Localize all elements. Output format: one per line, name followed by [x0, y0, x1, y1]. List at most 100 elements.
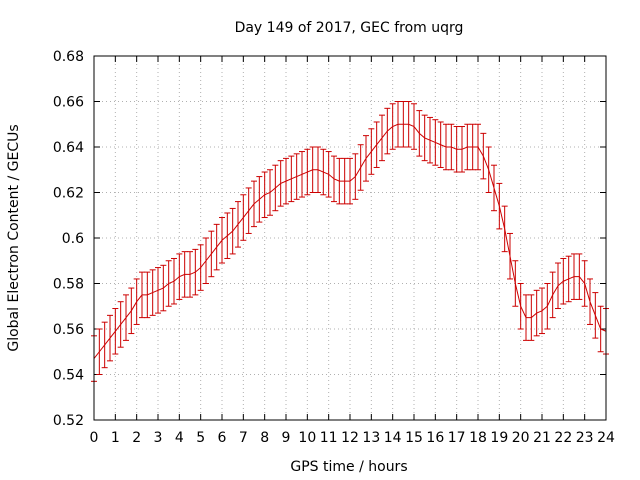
x-tick-label: 22 — [554, 430, 572, 446]
y-tick-label: 0.66 — [53, 95, 84, 111]
error-bar — [352, 153, 359, 200]
error-bar — [288, 155, 295, 203]
x-tick-label: 15 — [405, 430, 423, 446]
x-tick-label: 20 — [512, 430, 530, 446]
error-bar — [368, 128, 375, 175]
error-bar — [528, 294, 535, 341]
error-bar — [459, 126, 465, 173]
error-bar — [384, 107, 391, 155]
error-bar — [171, 257, 177, 305]
error-bar — [203, 237, 209, 284]
error-bar — [416, 110, 423, 157]
error-bar — [160, 264, 167, 312]
x-tick-label: 0 — [90, 430, 99, 446]
y-tick-label: 0.56 — [53, 322, 84, 338]
x-tick-label: 10 — [298, 430, 316, 446]
x-tick-label: 23 — [576, 430, 594, 446]
y-tick-label: 0.68 — [53, 49, 84, 65]
error-bar — [597, 305, 604, 353]
x-tick-label: 24 — [597, 430, 615, 446]
error-bar — [304, 148, 311, 196]
y-tick-label: 0.62 — [53, 186, 84, 202]
error-bar — [155, 267, 161, 314]
error-bar — [347, 157, 353, 205]
error-bar — [277, 160, 284, 207]
error-bar — [432, 119, 439, 166]
error-bar — [357, 144, 364, 191]
error-bar — [235, 201, 241, 248]
error-bar — [101, 321, 108, 369]
error-bar — [485, 146, 492, 193]
error-bar — [219, 217, 225, 264]
error-bar — [533, 289, 540, 337]
error-bar — [565, 255, 572, 303]
error-bar — [517, 283, 524, 330]
error-bar — [112, 308, 119, 355]
error-bar — [251, 180, 257, 228]
x-tick-label: 7 — [239, 430, 248, 446]
y-tick-label: 0.52 — [53, 413, 84, 429]
error-bar — [405, 101, 412, 148]
error-bar — [240, 194, 247, 241]
y-tick-label: 0.64 — [53, 140, 84, 156]
error-bar — [427, 116, 433, 164]
error-bar — [501, 205, 508, 253]
error-bar — [581, 260, 588, 307]
error-bar — [480, 132, 487, 180]
error-bar — [469, 123, 476, 171]
chart-title: Day 149 of 2017, GEC from uqrg — [235, 20, 464, 36]
error-bar — [475, 123, 481, 171]
error-bar — [464, 123, 471, 171]
error-bar — [245, 187, 252, 234]
error-bar — [523, 294, 529, 341]
error-bar — [315, 146, 321, 193]
x-tick-label: 3 — [154, 430, 163, 446]
grid-layer — [94, 56, 606, 420]
error-bar — [336, 157, 343, 205]
error-bar — [560, 257, 567, 305]
error-bar — [176, 253, 183, 300]
y-tick-label: 0.6 — [62, 231, 84, 247]
error-bar — [491, 164, 497, 212]
x-tick-label: 21 — [533, 430, 551, 446]
error-bar — [149, 269, 156, 316]
error-bar — [512, 260, 519, 307]
error-bar — [448, 123, 455, 171]
x-tick-label: 13 — [362, 430, 380, 446]
error-bar — [197, 244, 204, 291]
error-bar — [165, 260, 172, 307]
error-bar — [283, 157, 289, 205]
error-bar — [379, 114, 385, 162]
error-bar — [571, 253, 577, 300]
error-bar — [256, 176, 263, 223]
error-bar — [549, 271, 556, 319]
error-bar — [411, 103, 417, 150]
error-bar — [443, 123, 449, 171]
error-bar — [453, 126, 460, 173]
error-bar — [587, 278, 593, 325]
x-tick-label: 9 — [282, 430, 291, 446]
y-tick-label: 0.54 — [53, 368, 84, 384]
error-bar — [400, 101, 407, 148]
x-tick-label: 11 — [320, 430, 338, 446]
label-layer: 0 1 2 3 4 5 6 7 8 9 10 11 12 13 14 15 16 17 18 19 20 21 22 23 24… — [53, 49, 615, 446]
error-bar — [181, 251, 188, 298]
error-bar — [373, 121, 380, 168]
error-bar — [272, 164, 279, 212]
error-bar — [299, 151, 305, 198]
error-bar — [213, 223, 220, 271]
error-bar — [261, 171, 268, 219]
error-bar — [320, 148, 327, 196]
error-bar — [592, 292, 599, 339]
x-tick-label: 2 — [132, 430, 141, 446]
y-tick-label: 0.58 — [53, 277, 84, 293]
series-layer — [91, 101, 609, 382]
error-bar — [363, 135, 369, 182]
error-bar — [133, 278, 140, 325]
error-bar — [128, 287, 135, 335]
error-bar — [192, 248, 199, 296]
x-tick-label: 8 — [260, 430, 269, 446]
x-tick-label: 14 — [384, 430, 402, 446]
error-bar — [187, 251, 193, 298]
x-tick-label: 5 — [196, 430, 205, 446]
